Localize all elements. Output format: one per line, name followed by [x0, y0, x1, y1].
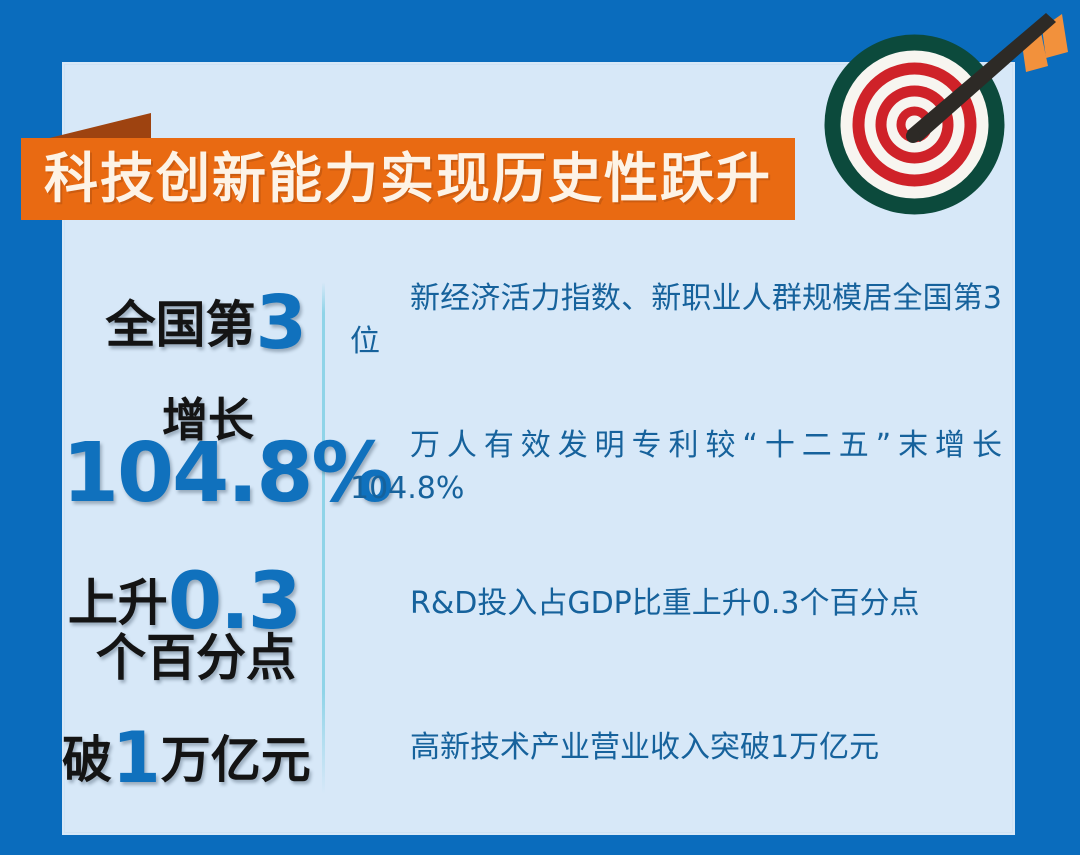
stat-prefix-1: 增长	[162, 393, 254, 447]
column-divider	[322, 282, 325, 794]
arrow-dart-icon	[906, 13, 1068, 143]
stat-description-0: 新经济活力指数、新职业人群规模居全国第3位	[350, 281, 1002, 359]
stat-value-0: 全国第3	[62, 286, 320, 360]
stat-prefix-2: 上升	[67, 574, 168, 632]
title-ribbon: 科技创新能力实现历史性跃升	[0, 113, 800, 223]
ribbon-bar-shape	[21, 138, 795, 220]
stat-number-1: 104.8%	[62, 426, 394, 521]
stat-description-2: R&D投入占GDP比重上升0.3个百分点	[410, 586, 920, 621]
stat-number-2: 0.3	[167, 557, 302, 647]
stat-unit-2: 个百分点	[96, 629, 296, 687]
stat-suffix-3: 万亿元	[160, 731, 311, 789]
stat-value-3: 破1万亿元	[62, 723, 320, 793]
stat-number-0: 3	[255, 280, 307, 366]
stat-row: 上升0.3 个百分点 R&D投入占GDP比重上升0.3个百分点	[62, 545, 1015, 705]
stat-row: 破1万亿元 高新技术产业营业收入突破1万亿元	[62, 705, 1015, 825]
stat-row: 全国第3 新经济活力指数、新职业人群规模居全国第3位	[62, 260, 1015, 385]
stat-number-3: 1	[112, 717, 161, 799]
stats-content: 全国第3 新经济活力指数、新职业人群规模居全国第3位 增长 104.8% 万人有…	[62, 250, 1015, 835]
page-title: 科技创新能力实现历史性跃升	[44, 147, 772, 210]
bullseye-target-icon	[824, 34, 1005, 215]
stat-prefix-3: 破	[62, 731, 112, 789]
stat-row: 增长 104.8% 万人有效发明专利较“十二五”末增长104.8%	[62, 385, 1015, 545]
stat-description-1: 万人有效发明专利较“十二五”末增长104.8%	[350, 428, 1002, 506]
stat-prefix-0: 全国第	[105, 296, 256, 354]
stat-value-2: 上升0.3	[62, 563, 320, 641]
stat-description-3: 高新技术产业营业收入突破1万亿元	[410, 730, 880, 765]
